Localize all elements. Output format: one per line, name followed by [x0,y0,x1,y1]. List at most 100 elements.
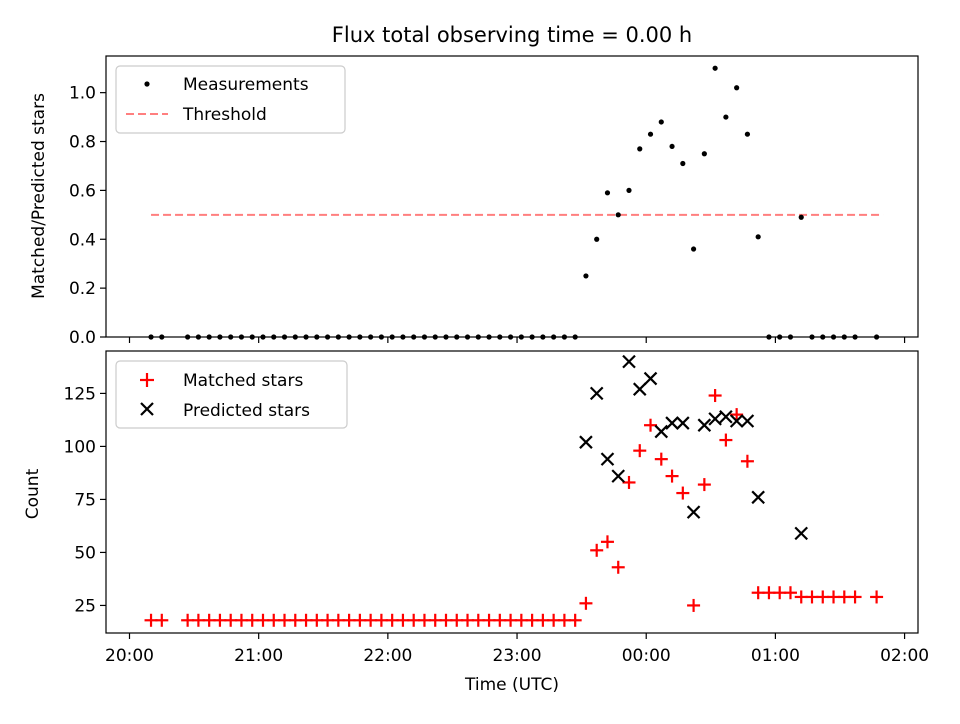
legend-predicted-label: Predicted stars [183,401,310,421]
measurement-point [292,334,298,340]
matched-star-point [622,475,636,489]
predicted-star-point [740,414,755,428]
ratio-legend-box [115,65,346,134]
predicted-star-point [729,414,744,428]
measurement-point [400,334,406,340]
measurement-point [594,236,600,242]
matched-star-point [644,418,658,432]
measurement-point [443,334,449,340]
count-plot-area [105,350,919,634]
predicted-star-point [579,435,593,449]
measurement-point [841,334,847,340]
matched-star-point [848,590,862,604]
matched-star-point [676,486,690,500]
measurement-point [228,334,234,340]
ratio-y-ticks: 0.0 0.2 0.4 0.6 0.8 1.0 [69,84,106,348]
measurement-point [411,334,417,340]
y-tick-label: 1.0 [69,84,96,104]
matched-star-point [633,444,647,458]
matched-star-point [611,560,625,574]
measurement-point [820,334,826,340]
measurement-point [529,334,535,340]
measurement-point [195,334,201,340]
measurement-point [777,334,783,340]
matched-star-point [730,408,744,422]
measurement-point [486,334,492,340]
count-y-ticks: 25 50 75 100 125 [64,384,106,616]
measurement-point [389,334,395,340]
predicted-star-point [697,418,712,432]
measurement-point [281,334,288,340]
measurement-point [378,334,385,340]
measurement-point [723,114,729,120]
measurement-point [475,334,481,340]
measurement-point [852,334,858,340]
x-tick-label: 20:00 [105,646,154,666]
y-tick-label: 25 [74,596,96,616]
y-tick-label: 0.8 [69,133,96,153]
measurement-point [540,334,546,340]
legend-matched-marker [140,373,154,387]
measurement-point [755,234,761,240]
predicted-star-point [751,490,765,505]
measurement-point [303,334,309,340]
legend-predicted-marker [140,402,154,416]
legend-matched-label: Matched stars [183,371,303,391]
predicted-star-point [794,526,809,541]
measurement-point [583,273,589,279]
predicted-star-point [676,416,690,430]
measurement-point [712,65,718,71]
y-tick-label: 100 [64,437,96,457]
x-tick-label: 21:00 [234,646,283,666]
count-y-axis-label: Count [23,468,43,519]
predicted-star-point [708,412,722,426]
measurement-point [464,334,471,340]
measurement-point [324,334,331,340]
measurement-point [368,334,374,340]
matched-star-point [687,598,701,612]
predicted-star-point [686,505,701,519]
legend-measurements-marker [144,81,150,87]
legend-threshold-label: Threshold [182,105,267,125]
x-tick-label: 23:00 [493,646,542,666]
measurement-point [734,85,740,91]
predicted-star-point [719,409,733,424]
measurement-point [357,334,363,340]
measurement-point [421,334,428,340]
matched-star-point [719,433,733,447]
ratio-legend: Measurements Threshold [115,65,346,134]
matched-star-point [568,613,582,627]
ratio-axes: Matched/Predicted stars 0.0 0.2 0.4 0.6 0.8 1… [29,55,919,348]
measurement-point [518,334,524,340]
y-tick-label: 0.2 [69,279,96,299]
count-data-marks [144,354,884,627]
matched-star-point [579,596,593,610]
measurement-point [206,334,212,340]
measurement-point [809,334,815,340]
predicted-star-point [611,469,626,483]
predicted-star-point [622,354,636,369]
measurement-point [787,334,794,340]
measurement-point [615,212,621,218]
measurement-point [658,119,664,125]
measurement-point [432,334,438,340]
measurement-point [604,190,611,196]
y-tick-label: 125 [64,384,96,404]
y-tick-label: 0.4 [69,230,96,250]
measurement-point [798,214,804,220]
measurement-point [626,187,632,193]
count-legend-box [115,360,348,429]
measurement-point [260,334,266,340]
chart-title: Flux total observing time = 0.00 h [332,23,692,47]
predicted-star-point [643,371,658,386]
measurement-point [497,334,503,340]
predicted-star-point [589,386,604,401]
measurement-point [217,334,223,340]
measurement-point [346,334,352,340]
x-tick-label: 01:00 [751,646,800,666]
measurement-point [830,334,837,340]
y-tick-label: 75 [74,490,96,510]
matched-star-point [870,590,884,604]
measurement-point [873,334,880,340]
matched-star-point [740,454,754,468]
